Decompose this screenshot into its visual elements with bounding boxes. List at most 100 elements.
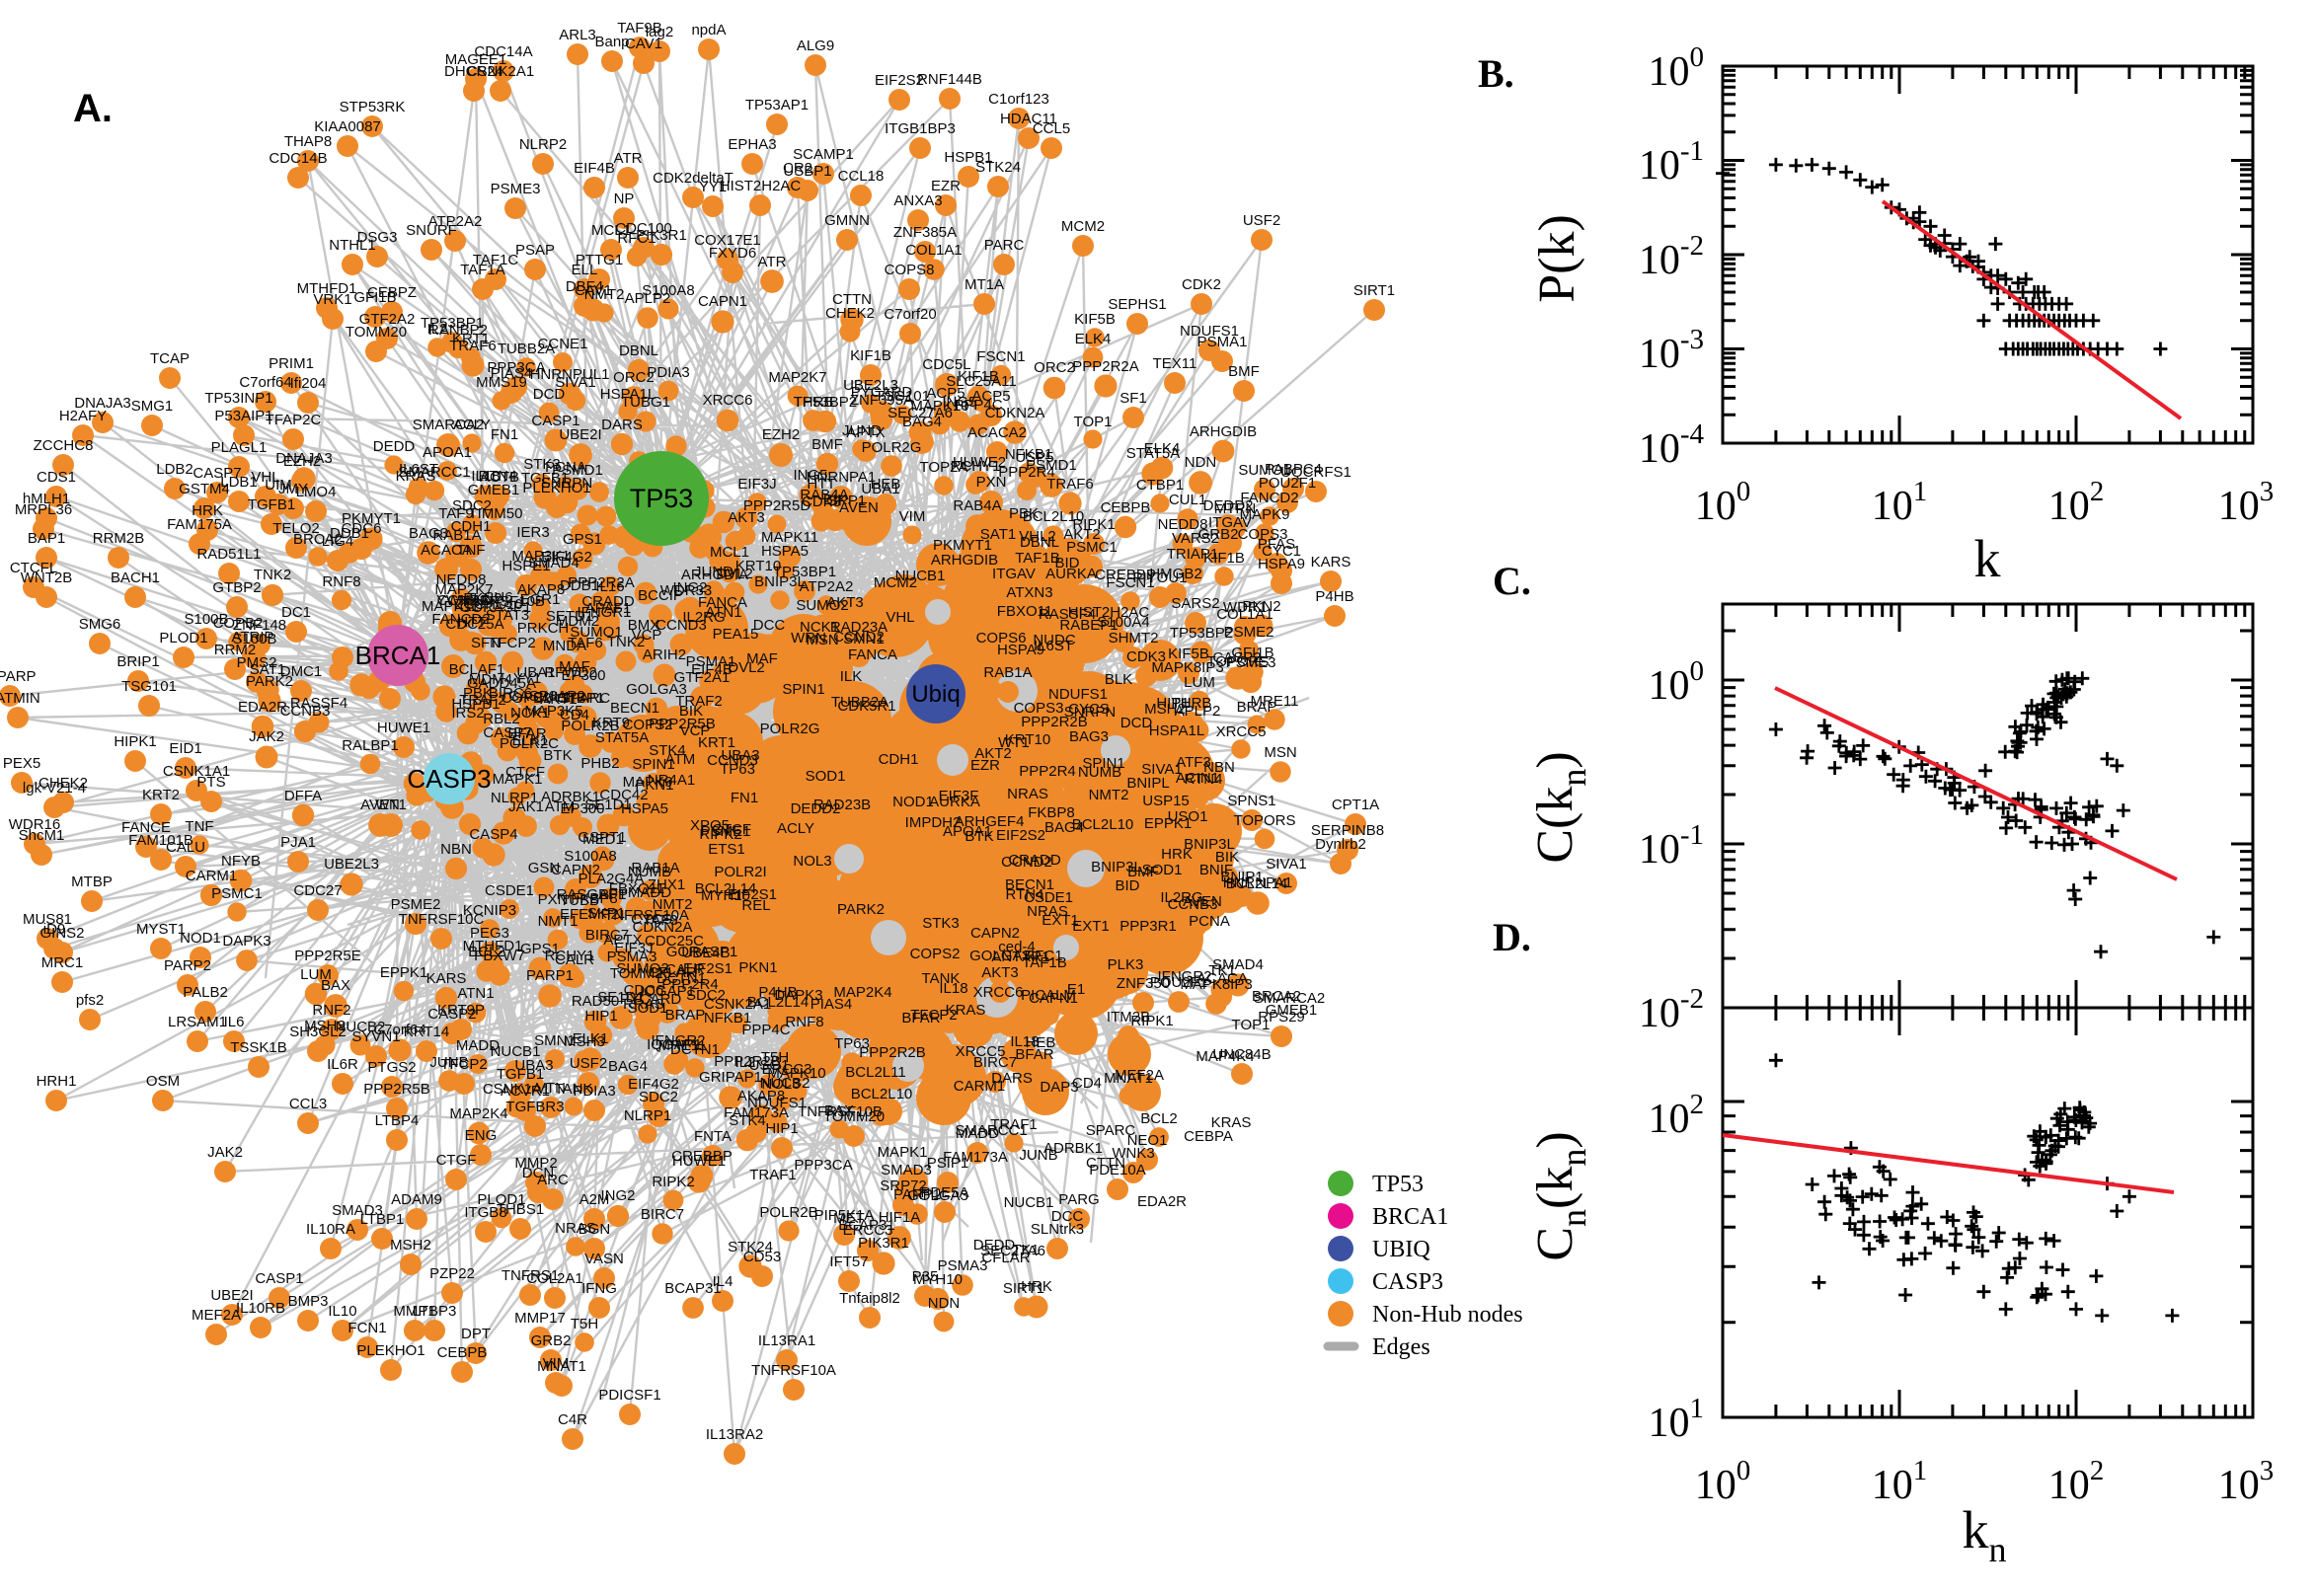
svg-text:IL6R: IL6R [327, 1056, 358, 1073]
svg-text:PPP2R5B: PPP2R5B [363, 1081, 430, 1098]
svg-text:CDC100: CDC100 [615, 220, 672, 237]
svg-text:FXYD6: FXYD6 [709, 245, 756, 262]
svg-text:ced-4: ced-4 [998, 939, 1036, 955]
svg-text:TRAF1: TRAF1 [749, 1167, 797, 1183]
svg-text:HIP1: HIP1 [584, 1008, 617, 1025]
svg-text:BCAP31: BCAP31 [664, 1280, 722, 1297]
svg-text:CTTN: CTTN [832, 291, 872, 308]
svg-text:ARC: ARC [537, 1172, 569, 1188]
svg-text:CDC25A: CDC25A [445, 616, 503, 633]
svg-text:STAT3: STAT3 [486, 607, 529, 624]
svg-text:MMP17: MMP17 [514, 1310, 566, 1327]
svg-text:CRADD: CRADD [1008, 852, 1061, 869]
svg-text:APP: APP [598, 886, 628, 903]
svg-text:TOP1: TOP1 [1232, 1017, 1271, 1033]
svg-text:RFWD2: RFWD2 [544, 664, 596, 681]
svg-text:RNF2: RNF2 [312, 1002, 350, 1019]
svg-text:HNRNPA1: HNRNPA1 [1223, 874, 1293, 891]
svg-text:FAM175A: FAM175A [167, 516, 232, 533]
svg-text:DCD: DCD [1120, 715, 1153, 731]
svg-text:IL6: IL6 [224, 1014, 245, 1030]
svg-text:RFC1: RFC1 [617, 230, 656, 247]
svg-text:NMT1: NMT1 [538, 913, 579, 930]
svg-text:TP53INP1: TP53INP1 [204, 390, 272, 407]
svg-text:BAG3: BAG3 [409, 525, 448, 542]
svg-text:PKN1: PKN1 [635, 777, 673, 794]
svg-text:IL16: IL16 [595, 578, 624, 595]
svg-text:FKBP8: FKBP8 [571, 890, 618, 907]
svg-text:NRAS: NRAS [1007, 786, 1048, 802]
svg-text:HSPA1L: HSPA1L [600, 386, 656, 403]
svg-text:POU2F1: POU2F1 [1259, 475, 1316, 492]
svg-text:ATF3: ATF3 [1176, 754, 1211, 771]
svg-text:PPP3R1: PPP3R1 [1119, 918, 1177, 935]
svg-text:MNDA: MNDA [543, 638, 586, 654]
svg-text:RAD23B: RAD23B [813, 797, 871, 813]
svg-text:TNFRSF10B: TNFRSF10B [460, 593, 545, 610]
svg-text:PDE5A: PDE5A [920, 1184, 968, 1201]
svg-text:EZR: EZR [931, 178, 961, 194]
svg-text:NUCB2: NUCB2 [760, 1075, 811, 1092]
svg-text:THAP8: THAP8 [284, 133, 332, 150]
svg-text:ADAM9: ADAM9 [391, 1191, 442, 1208]
svg-text:EP300: EP300 [560, 800, 604, 817]
svg-text:RIPK1: RIPK1 [1130, 1013, 1173, 1029]
svg-text:MEF2A: MEF2A [1115, 1067, 1164, 1084]
svg-text:SNRPN: SNRPN [1064, 704, 1117, 721]
svg-text:WRN: WRN [791, 630, 826, 646]
svg-text:GOLGA3: GOLGA3 [907, 1187, 968, 1204]
svg-text:BGN: BGN [579, 1221, 611, 1238]
svg-text:COX17E1: COX17E1 [694, 232, 761, 249]
svg-text:BTK: BTK [965, 828, 993, 845]
svg-text:NUCB2: NUCB2 [336, 1019, 386, 1035]
svg-text:BCL2: BCL2 [468, 944, 505, 960]
svg-text:BFAR: BFAR [507, 725, 546, 742]
svg-text:PSMC1: PSMC1 [211, 885, 263, 902]
svg-text:AKT1: AKT1 [540, 691, 578, 708]
svg-text:MTHFD1: MTHFD1 [297, 280, 357, 297]
svg-text:PYCARD: PYCARD [620, 991, 682, 1008]
svg-text:JAK1: JAK1 [508, 798, 544, 815]
svg-text:AVEN: AVEN [839, 499, 879, 516]
svg-text:SIVA1: SIVA1 [555, 374, 595, 391]
svg-text:VARS2: VARS2 [1172, 530, 1219, 547]
svg-text:KIF1B: KIF1B [1203, 550, 1245, 567]
svg-text:TCAP: TCAP [150, 350, 190, 367]
svg-text:BAG4: BAG4 [608, 1058, 648, 1075]
svg-text:PSMA1: PSMA1 [1197, 334, 1248, 350]
svg-text:PPP2R5B: PPP2R5B [649, 716, 716, 732]
svg-text:ELK1: ELK1 [512, 732, 549, 749]
svg-text:EIF4G2: EIF4G2 [628, 1076, 679, 1093]
svg-text:IL18: IL18 [1010, 1033, 1039, 1050]
svg-text:iD9: iD9 [43, 921, 66, 938]
svg-text:ADRBK1: ADRBK1 [541, 789, 600, 805]
svg-text:NOL3: NOL3 [761, 1076, 800, 1093]
svg-text:MSN: MSN [806, 632, 838, 648]
svg-text:hMLH1: hMLH1 [23, 491, 70, 507]
svg-text:PALB2: PALB2 [183, 984, 228, 1001]
svg-text:CDC14B: CDC14B [269, 150, 327, 167]
svg-text:TOPORS: TOPORS [1233, 812, 1295, 829]
svg-text:EPPK1: EPPK1 [1144, 815, 1192, 832]
svg-text:LTBP3: LTBP3 [413, 1303, 457, 1320]
svg-text:ITGAV: ITGAV [1208, 514, 1252, 531]
svg-text:GOLGA3: GOLGA3 [626, 681, 687, 698]
svg-text:DBF4: DBF4 [566, 278, 603, 295]
svg-text:ATRIP: ATRIP [231, 629, 273, 646]
svg-text:MAP2K7: MAP2K7 [768, 369, 826, 386]
svg-text:PARK2: PARK2 [837, 901, 885, 918]
svg-text:PEX5: PEX5 [3, 755, 40, 772]
svg-text:TFAP2C: TFAP2C [266, 412, 322, 428]
svg-text:DAPK3: DAPK3 [774, 987, 822, 1004]
svg-text:TRAF6: TRAF6 [449, 338, 497, 354]
svg-text:TAF1B: TAF1B [1022, 954, 1067, 971]
svg-text:DDB1: DDB1 [330, 525, 369, 542]
svg-text:ITM2B: ITM2B [1107, 1009, 1150, 1026]
svg-text:IL2: IL2 [427, 321, 448, 338]
svg-text:RASSF4: RASSF4 [1039, 606, 1096, 623]
svg-text:SLNtrk3: SLNtrk3 [1031, 1221, 1084, 1238]
svg-text:TP53BP2: TP53BP2 [1170, 625, 1233, 642]
svg-text:UBE2I: UBE2I [210, 1287, 253, 1304]
svg-text:TFCP2: TFCP2 [489, 635, 536, 651]
svg-text:RAB4A: RAB4A [800, 487, 848, 503]
